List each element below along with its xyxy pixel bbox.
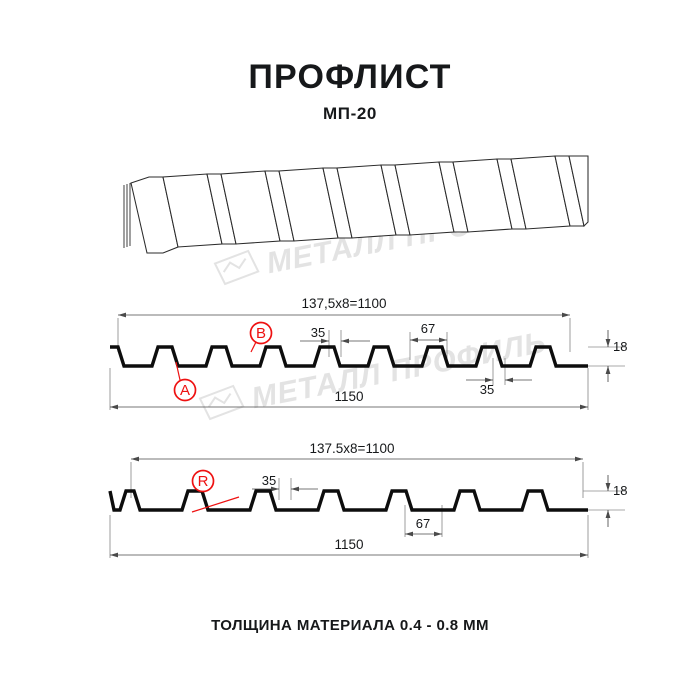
dim-flat-a-text: 67 bbox=[421, 321, 435, 336]
dim-overall-a: 1150 bbox=[109, 368, 589, 410]
dim-height-a: 18 bbox=[588, 330, 627, 382]
dim-rib-top-a-text: 35 bbox=[311, 325, 325, 340]
thickness-note: ТОЛЩИНА МАТЕРИАЛА 0.4 - 0.8 ММ bbox=[211, 617, 489, 634]
callout-r-circle bbox=[191, 469, 215, 493]
dim-height-b: 18 bbox=[583, 475, 627, 527]
dim-overall-a-text: 1150 bbox=[334, 389, 363, 404]
dim-rib-top-b-text: 35 bbox=[262, 473, 276, 488]
page-title: ПРОФЛИСТ bbox=[248, 58, 452, 96]
dim-pitch-b: 137.5x8=1100 bbox=[130, 441, 584, 498]
dim-rib-bottom-a: 35 bbox=[466, 358, 532, 397]
callout-b-circle bbox=[249, 321, 273, 345]
dim-height-a-text: 18 bbox=[613, 339, 627, 354]
dim-overall-b: 1150 bbox=[109, 515, 589, 558]
callout-a-label: A bbox=[180, 382, 190, 399]
dim-rib-bottom-a-text: 35 bbox=[480, 382, 494, 397]
dim-height-b-text: 18 bbox=[613, 483, 627, 498]
dim-rib-top-a: 35 bbox=[300, 325, 370, 357]
isometric-sheet bbox=[123, 155, 589, 254]
callout-r-label: R bbox=[198, 473, 209, 490]
dim-pitch-a-text: 137,5x8=1100 bbox=[302, 296, 387, 311]
callout-b: B bbox=[249, 321, 273, 353]
model-subtitle: МП-20 bbox=[323, 104, 377, 123]
dim-pitch-b-text: 137.5x8=1100 bbox=[310, 441, 395, 456]
profile-outline-b bbox=[108, 489, 588, 512]
dim-flat-b: 67 bbox=[404, 505, 443, 537]
dim-overall-b-text: 1150 bbox=[334, 537, 363, 552]
dim-flat-b-text: 67 bbox=[416, 516, 430, 531]
profile-outline-a bbox=[110, 345, 588, 368]
callout-a-circle bbox=[173, 378, 197, 402]
dim-flat-a: 67 bbox=[409, 321, 448, 360]
callout-r: R bbox=[191, 469, 240, 513]
dim-rib-top-b: 35 bbox=[252, 473, 318, 500]
dim-pitch-a: 137,5x8=1100 bbox=[117, 296, 571, 352]
callout-a: A bbox=[173, 361, 197, 402]
callout-b-label: B bbox=[256, 325, 266, 342]
